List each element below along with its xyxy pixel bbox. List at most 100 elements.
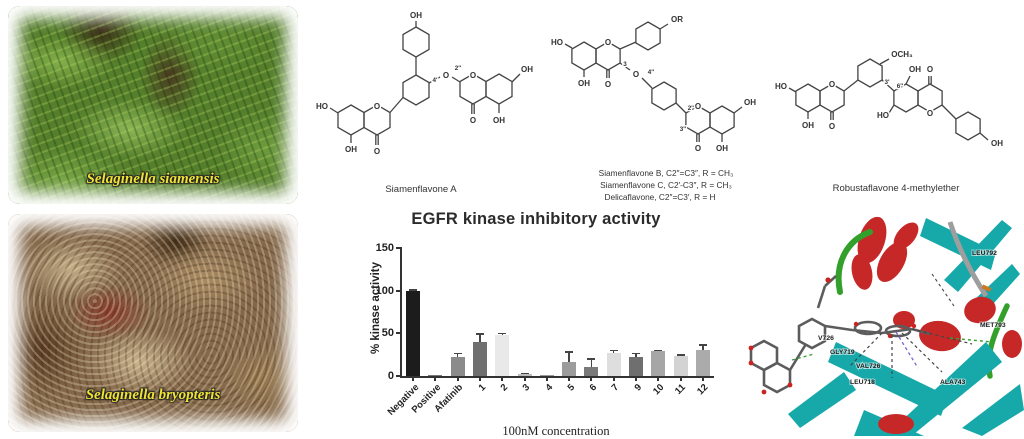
residue-label: LEU792 [972, 250, 997, 257]
structure-drawing: OH 4' O 2'' O OH O OH HO O OH O Siamenfl… [315, 10, 535, 196]
x-tick-label: 6 [587, 382, 600, 394]
atom-label: OH [744, 98, 756, 107]
x-tick-label: 11 [673, 382, 689, 397]
atom-label: O [633, 70, 639, 79]
structure-caption-line: Siamenflavone C, C2′-C3″, R = CH₃ [600, 180, 732, 190]
photo-selaginella-bryopteris: Selaginella bryopteris [8, 214, 298, 432]
bar-slot: 7 [603, 248, 625, 394]
helix-ribbon [851, 216, 919, 290]
error-bar [679, 354, 682, 356]
structure-caption: Robustaflavone 4-methylether [833, 183, 960, 194]
bar-9 [628, 357, 643, 376]
atom-label: OH [802, 121, 814, 130]
bar-2 [495, 335, 510, 376]
error-bar [501, 332, 504, 336]
x-tick-label: 5 [565, 382, 577, 394]
residue-label: VAL726 [856, 363, 881, 370]
bar-12 [695, 349, 710, 376]
error-bar [523, 372, 526, 374]
helix-ribbon [878, 414, 914, 434]
bar-slot: 6 [580, 248, 602, 394]
atom-label: OH [991, 139, 1003, 148]
structure-robustaflavone-methylether: HO O OH O OCH₃ 3' 6'' OH O HO O OH Robus… [768, 28, 1024, 203]
structure-drawing: HO O OH O OR 3 O 4'' 2'' 3'' O OH O OH S… [550, 14, 758, 203]
bar-slot: 10 [647, 248, 669, 397]
atom-label: O [470, 71, 476, 80]
atom-label: HO [316, 102, 328, 111]
x-tick-label: 7 [609, 382, 622, 394]
error-bar [412, 289, 414, 291]
bar-slot: 3 [513, 248, 535, 394]
chart-title: EGFR kinase inhibitory activity [411, 210, 661, 228]
bar-slot: 4 [536, 248, 558, 394]
x-tick-label: 1 [476, 382, 488, 394]
bar-5 [562, 362, 577, 376]
atom-label: OH [578, 79, 590, 88]
photo-label: Selaginella bryopteris [85, 387, 221, 403]
bar-slot: 5 [558, 248, 580, 394]
atom-label: O [927, 109, 933, 118]
x-tick-label: 10 [650, 382, 667, 398]
x-tick-label: 3 [520, 382, 533, 394]
bar-6 [584, 366, 599, 376]
bar-1 [472, 341, 487, 376]
beta-sheet-ribbon [788, 342, 1024, 436]
y-tick-mark [396, 332, 402, 335]
bar-Afatinib [450, 357, 465, 376]
error-bar [590, 358, 593, 367]
y-tick-mark [396, 247, 402, 249]
structure-siamenflavone-bc-delicaflavone: HO O OH O OR 3 O 4'' 2'' 3'' O OH O OH S… [538, 12, 775, 212]
error-bar [635, 352, 637, 358]
ligand-oxygens [748, 277, 917, 395]
bar-slot: Positive [410, 248, 446, 416]
position-label: 2'' [688, 105, 695, 112]
bar-Positive [428, 375, 443, 376]
y-tick-label: 150 [375, 242, 394, 254]
position-label: 3'' [680, 126, 687, 133]
bar-slot: 11 [669, 248, 691, 397]
bar-3 [517, 373, 532, 376]
residue-label: LEU718 [850, 379, 875, 386]
position-label: 6'' [897, 83, 904, 90]
docking-render: LEU792 MET793 V726 GLY719 VAL726 LEU718 … [748, 216, 1024, 436]
molecular-docking-view: LEU792 MET793 V726 GLY719 VAL726 LEU718 … [744, 214, 1024, 436]
bar-4 [539, 375, 554, 376]
atom-label: OH [410, 11, 422, 20]
egfr-kinase-bar-chart: EGFR kinase inhibitory activity % kinase… [348, 206, 724, 439]
bar-slot: 2 [491, 248, 513, 394]
atom-label: OR [671, 15, 683, 24]
bar-slot: 9 [625, 248, 647, 394]
bar-Negative [406, 290, 421, 376]
sulfur-atom [981, 284, 992, 292]
y-axis-label: % kinase activity [370, 261, 382, 355]
atom-label: OCH₃ [891, 50, 913, 59]
bar-slot: 12 [692, 248, 714, 397]
structure-caption: Siamenflavone A [385, 184, 457, 195]
residue-label: V726 [818, 335, 834, 342]
bar-7 [606, 352, 621, 376]
residue-label: ALA743 [940, 379, 966, 386]
photo-label: Selaginella siamensis [86, 171, 220, 187]
structure-caption-line: Siamenflavone B, C2″=C3″, R = CH₃ [599, 168, 734, 178]
interaction-lines [791, 273, 993, 378]
x-tick-label: 9 [632, 382, 644, 394]
y-tick-label: 100 [375, 284, 394, 297]
error-bar [612, 349, 615, 353]
atom-label: HO [877, 111, 889, 120]
atom-label: OH [716, 144, 728, 153]
bar-slot: 1 [469, 248, 491, 394]
y-tick-label: 0 [387, 370, 394, 382]
error-bar [479, 333, 481, 342]
plot-area: Negative Positive Afatinib 1 2 3 4 5 6 7 9 10 11 12 0 5… [376, 242, 714, 418]
residue-label: GLY719 [830, 349, 855, 356]
loop-ribbon [835, 229, 873, 295]
position-label: 3 [623, 61, 627, 68]
atom-label: OH [345, 145, 357, 154]
x-axis-label: 100nM concentration [502, 424, 610, 438]
bar-10 [651, 351, 666, 376]
atom-label: O [695, 102, 701, 111]
error-bar [456, 352, 459, 358]
helix-ribbon [893, 296, 1022, 358]
bar-11 [673, 355, 688, 376]
position-label: 3' [885, 79, 891, 86]
